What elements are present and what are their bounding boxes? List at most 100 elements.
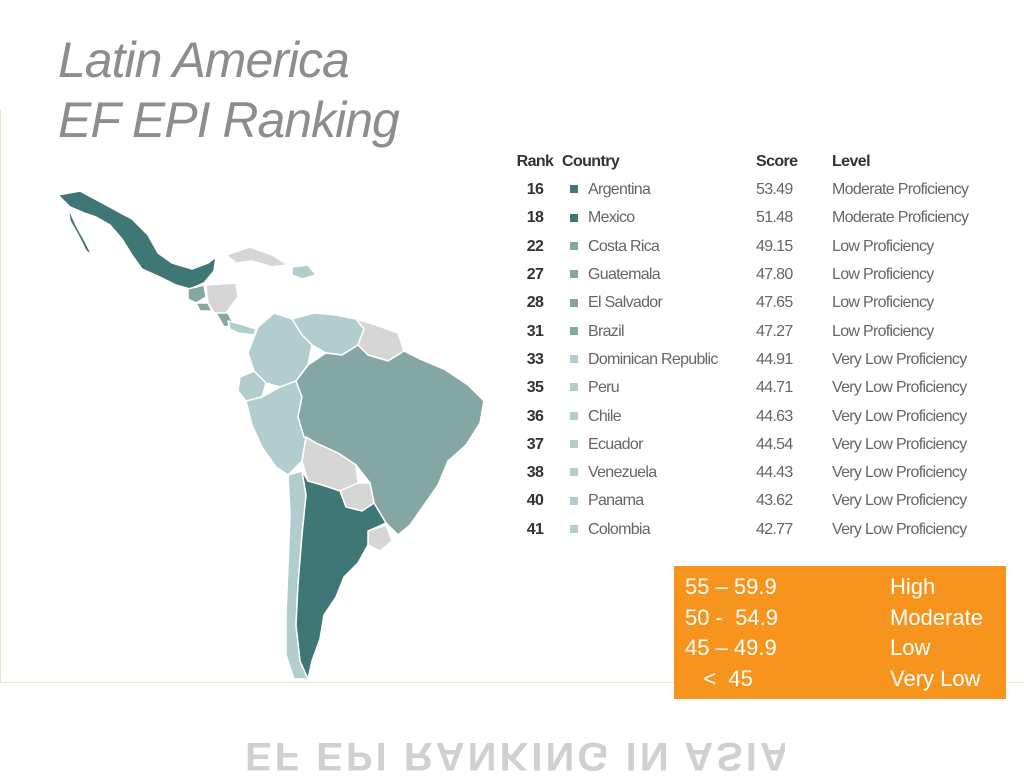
country-name: Panama [588, 492, 644, 510]
legend-swatch [570, 383, 578, 392]
score-cell: 44.63 [756, 407, 793, 425]
country-cell: Venezuela [562, 459, 756, 487]
score-cell: 44.71 [756, 379, 793, 397]
rank-cell: 35 [526, 379, 544, 397]
level-cell: Very Low Proficiency [832, 379, 967, 397]
country-name: Argentina [588, 181, 651, 199]
country-cell: Chile [562, 402, 756, 430]
legend-row: 55 – 59.9 High [685, 572, 1005, 602]
legend-level: Moderate [890, 604, 983, 630]
table-row: 22 Costa Rica 49.15 Low Proficiency [508, 233, 1008, 261]
legend-swatch [570, 326, 578, 335]
country-cell: Costa Rica [562, 233, 756, 261]
country-cell: Ecuador [562, 431, 756, 459]
country-cell: Panama [562, 487, 756, 515]
table-header-row: Rank Country Score Level [508, 148, 1008, 176]
header-country: Country [562, 153, 620, 170]
legend-swatch [570, 355, 578, 364]
proficiency-legend: 55 – 59.9 High 50 - 54.9 Moderate 45 – 49.9 L… [674, 566, 1006, 699]
map-region-dominican-republic [291, 264, 317, 280]
level-cell: Low Proficiency [832, 237, 934, 255]
title-line-2: EF EPI Ranking [58, 92, 400, 148]
country-name: Costa Rica [588, 237, 660, 255]
score-cell: 47.27 [756, 322, 793, 340]
legend-swatch [570, 270, 578, 279]
header-score: Score [756, 153, 798, 170]
rank-cell: 31 [526, 322, 544, 340]
table-row: 31 Brazil 47.27 Low Proficiency [508, 317, 1008, 345]
country-cell: Mexico [562, 204, 756, 232]
country-cell: Colombia [562, 516, 756, 544]
score-cell: 44.54 [756, 435, 793, 453]
legend-swatch [570, 468, 578, 477]
table-row: 27 Guatemala 47.80 Low Proficiency [508, 261, 1008, 289]
legend-swatch [570, 524, 578, 533]
legend-row: < 45 Very Low [685, 664, 1005, 694]
level-cell: Moderate Proficiency [832, 209, 969, 227]
legend-level: Low [890, 635, 931, 660]
title-line-1: Latin America [58, 32, 350, 88]
legend-swatch [570, 411, 578, 420]
table-row: 18 Mexico 51.48 Moderate Proficiency [508, 204, 1008, 232]
level-cell: Very Low Proficiency [832, 350, 967, 368]
rank-cell: 33 [526, 350, 544, 368]
map-region-argentina [295, 470, 387, 680]
frame-line-bottom [0, 682, 1024, 683]
latin-america-map [57, 190, 485, 680]
legend-level: High [890, 574, 936, 599]
score-cell: 53.49 [756, 181, 793, 199]
score-cell: 47.65 [756, 294, 793, 312]
legend-swatch [570, 440, 578, 449]
level-cell: Low Proficiency [832, 294, 934, 312]
level-cell: Very Low Proficiency [832, 520, 967, 538]
rank-cell: 40 [526, 492, 544, 510]
level-cell: Very Low Proficiency [832, 435, 967, 453]
level-cell: Very Low Proficiency [832, 492, 967, 510]
legend-range: 55 – 59.9 [685, 574, 777, 599]
legend-range: 50 - 54.9 [685, 604, 778, 630]
country-cell: El Salvador [562, 289, 756, 317]
map-region-baja [67, 206, 93, 256]
ranking-table: Rank Country Score Level 16 Argentina 53.4… [508, 148, 1008, 544]
score-cell: 43.62 [756, 492, 793, 510]
map-region-mexico [57, 190, 217, 290]
level-cell: Low Proficiency [832, 266, 934, 284]
rank-cell: 36 [526, 407, 544, 425]
map-region-panama [227, 320, 257, 336]
map-region-guatemala [187, 284, 207, 304]
table-row: 35 Peru 44.71 Very Low Proficiency [508, 374, 1008, 402]
ranking-table-body: 16 Argentina 53.49 Moderate Proficiency 18 Me… [508, 176, 1008, 544]
legend-swatch [570, 298, 578, 307]
country-cell: Guatemala [562, 261, 756, 289]
table-row: 16 Argentina 53.49 Moderate Proficiency [508, 176, 1008, 204]
legend-swatch [570, 496, 578, 505]
score-cell: 51.48 [756, 209, 793, 227]
country-cell: Peru [562, 374, 756, 402]
table-row: 33 Dominican Republic 44.91 Very Low Profic… [508, 346, 1008, 374]
rank-cell: 22 [526, 237, 544, 255]
country-name: Ecuador [588, 435, 643, 453]
country-name: Guatemala [588, 266, 661, 284]
table-row: 38 Venezuela 44.43 Very Low Proficiency [508, 459, 1008, 487]
header-rank: Rank [516, 153, 554, 170]
country-name: Venezuela [588, 464, 657, 482]
score-cell: 49.15 [756, 237, 793, 255]
table-row: 41 Colombia 42.77 Very Low Proficiency [508, 516, 1008, 544]
score-cell: 44.91 [756, 350, 793, 368]
table-row: 40 Panama 43.62 Very Low Proficiency [508, 487, 1008, 515]
rank-cell: 18 [526, 209, 544, 227]
country-name: Brazil [588, 322, 625, 340]
legend-row: 45 – 49.9 Low [685, 633, 1005, 663]
country-cell: Dominican Republic [562, 346, 756, 374]
score-cell: 47.80 [756, 266, 793, 284]
country-name: Chile [588, 407, 622, 425]
rank-cell: 16 [526, 181, 544, 199]
country-name: Peru [588, 379, 620, 397]
score-cell: 42.77 [756, 520, 793, 538]
country-name: Colombia [588, 520, 651, 538]
table-row: 28 El Salvador 47.65 Low Proficiency [508, 289, 1008, 317]
country-cell: Argentina [562, 176, 756, 204]
country-name: Dominican Republic [588, 350, 718, 368]
rank-cell: 27 [526, 266, 544, 284]
legend-row: 50 - 54.9 Moderate [685, 603, 1005, 633]
